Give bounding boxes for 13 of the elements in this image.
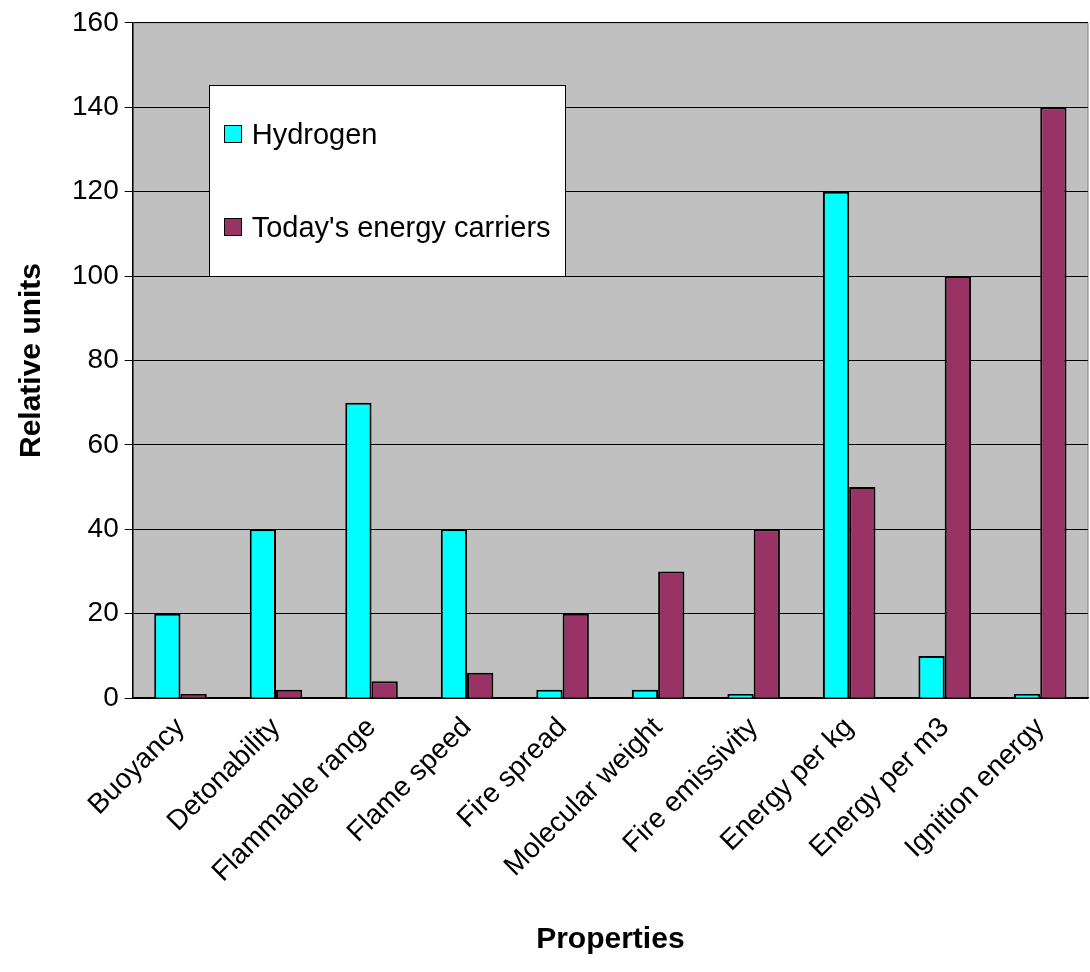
legend-label: Today's energy carriers: [251, 210, 551, 244]
y-tick-label: 160: [72, 5, 119, 37]
y-tick-label: 0: [103, 680, 119, 712]
y-tick-label: 140: [72, 89, 119, 121]
legend-label: Hydrogen: [251, 117, 378, 151]
x-axis-title: Properties: [536, 921, 685, 955]
y-tick-label: 60: [87, 427, 119, 459]
y-tick-label: 100: [72, 258, 119, 290]
y-tick-label: 20: [87, 596, 119, 628]
y-tick-label: 80: [87, 343, 119, 375]
y-tick-label: 40: [87, 512, 119, 544]
y-tick-label: 120: [72, 174, 119, 206]
y-axis-title: Relative units: [13, 262, 47, 459]
